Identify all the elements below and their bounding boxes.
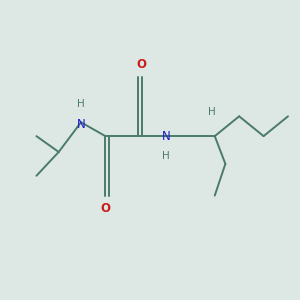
Text: N: N — [161, 130, 170, 142]
Text: N: N — [76, 118, 85, 131]
Text: H: H — [77, 99, 85, 110]
Text: O: O — [100, 202, 110, 214]
Text: H: H — [208, 107, 215, 117]
Text: O: O — [136, 58, 146, 71]
Text: H: H — [162, 151, 170, 161]
